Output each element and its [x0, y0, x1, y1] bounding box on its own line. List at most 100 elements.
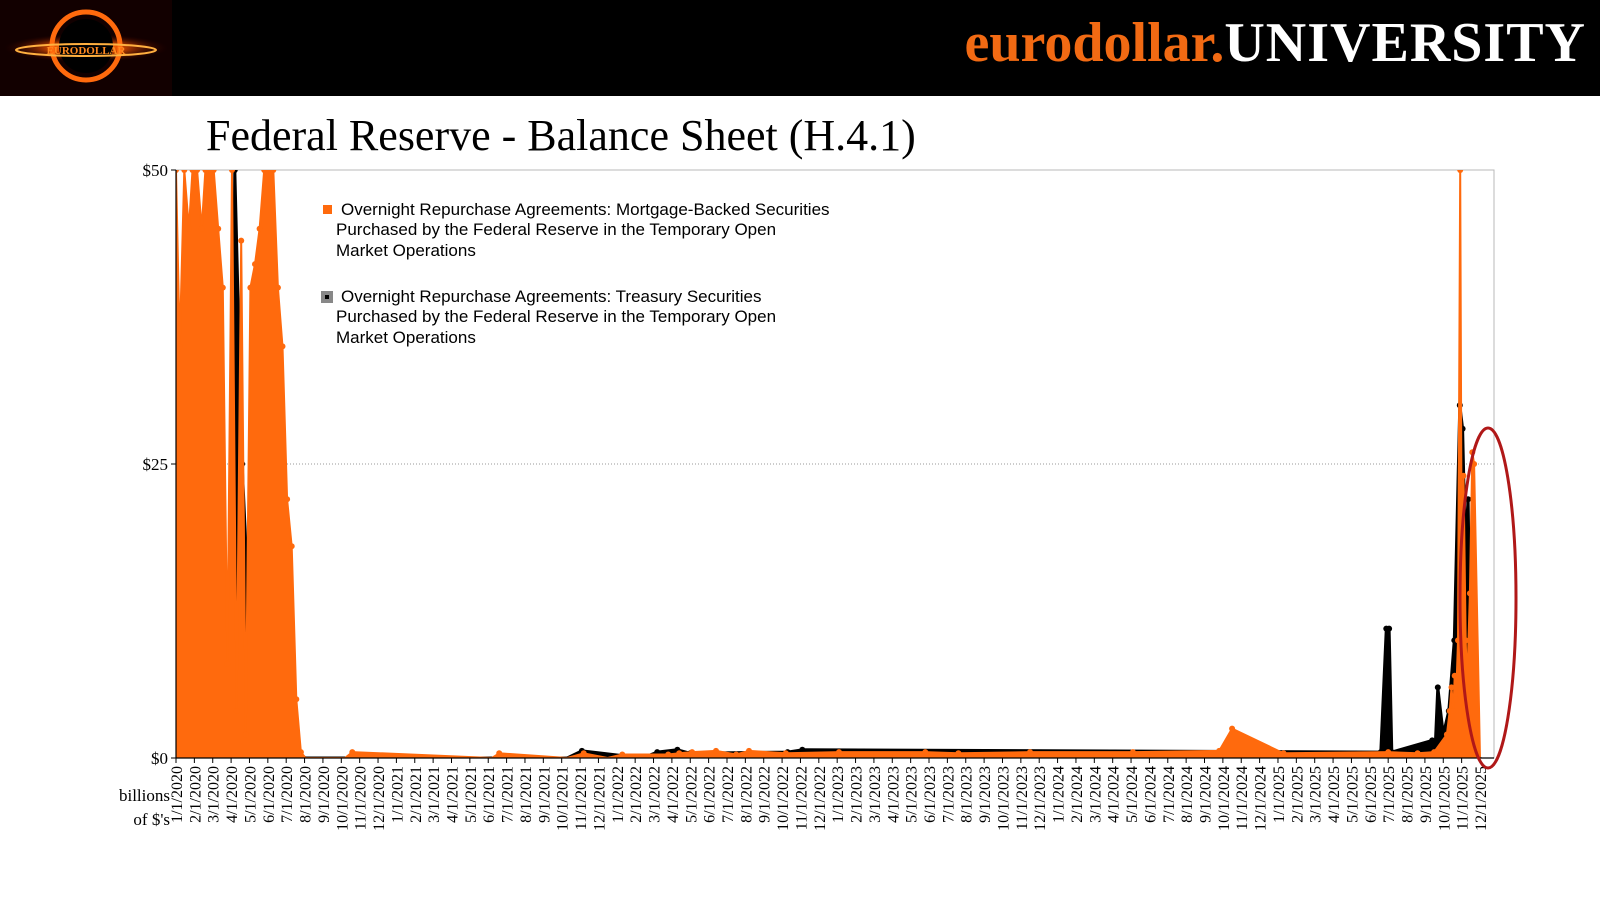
- x-tick-label: 4/1/2020: [224, 766, 241, 823]
- treasury-point: [1386, 625, 1393, 632]
- x-tick-label: 6/1/2023: [922, 766, 939, 823]
- x-tick-label: 8/1/2025: [1400, 766, 1417, 823]
- x-tick-label: 1/1/2023: [830, 766, 847, 823]
- x-tick-label: 7/1/2020: [279, 766, 296, 823]
- mbs-point: [1448, 684, 1455, 691]
- mbs-point: [955, 750, 962, 757]
- mbs-point: [181, 170, 188, 173]
- x-tick-label: 2/1/2025: [1289, 766, 1306, 823]
- mbs-point: [256, 225, 263, 232]
- mbs-point: [1460, 472, 1467, 479]
- x-tick-label: 1/1/2025: [1271, 766, 1288, 823]
- x-tick-label: 9/1/2023: [977, 766, 994, 823]
- slide-title: Federal Reserve - Balance Sheet (H.4.1): [206, 111, 916, 160]
- x-tick-label: 12/1/2022: [812, 766, 829, 831]
- x-tick-label: 7/1/2024: [1161, 766, 1178, 823]
- mbs-point: [176, 170, 179, 173]
- mbs-point: [1443, 731, 1450, 738]
- mbs-point: [619, 751, 626, 758]
- mbs-point: [1466, 590, 1473, 597]
- x-tick-label: 3/1/2020: [206, 766, 223, 823]
- x-tick-label: 10/1/2022: [775, 766, 792, 831]
- brand-eurodollar: eurodollar.: [964, 12, 1225, 74]
- legend-mbs-line3: Market Operations: [336, 241, 476, 260]
- x-tick-label: 4/1/2023: [885, 766, 902, 823]
- x-tick-label: 4/1/2022: [665, 766, 682, 823]
- mbs-point: [713, 747, 719, 754]
- x-tick-label: 12/1/2023: [1032, 766, 1049, 831]
- x-tick-label: 11/1/2025: [1455, 766, 1472, 830]
- mbs-point: [665, 751, 672, 758]
- x-tick-label: 4/1/2021: [444, 766, 461, 823]
- x-tick-label: 8/1/2021: [518, 766, 535, 823]
- x-tick-label: 10/1/2023: [995, 766, 1012, 831]
- treasury-point: [799, 746, 806, 753]
- mbs-point: [676, 750, 683, 757]
- x-tick-label: 8/1/2020: [298, 766, 315, 823]
- legend: Overnight Repurchase Agreements: Mortgag…: [321, 200, 830, 347]
- mbs-point: [733, 751, 740, 758]
- mbs-point: [185, 225, 192, 232]
- mbs-point: [836, 749, 842, 756]
- black-hole-logo-icon: EURODOLLAR: [0, 0, 172, 96]
- mbs-point: [1457, 170, 1464, 173]
- mbs-point: [198, 225, 205, 232]
- legend-treasury-line2: Purchased by the Federal Reserve in the …: [336, 307, 776, 326]
- x-tick-label: 7/1/2022: [720, 766, 737, 823]
- x-tick-label: 2/1/2023: [849, 766, 866, 823]
- x-tick-label: 6/1/2022: [702, 766, 719, 823]
- x-tick-label: 3/1/2022: [647, 766, 664, 823]
- x-tick-label: 7/1/2023: [940, 766, 957, 823]
- x-tick-label: 1/1/2024: [1051, 766, 1068, 823]
- x-tick-label: 11/1/2023: [1014, 766, 1031, 830]
- mbs-point: [288, 543, 295, 550]
- x-tick-label: 1/1/2022: [610, 766, 627, 823]
- x-tick-label: 2/1/2021: [408, 766, 425, 823]
- logo-text: EURODOLLAR: [47, 45, 127, 57]
- x-tick-label: 10/1/2024: [1216, 766, 1233, 831]
- series-mbs: [176, 170, 1481, 758]
- x-tick-label: 6/1/2025: [1363, 766, 1380, 823]
- x-tick-label: 4/1/2025: [1326, 766, 1343, 823]
- mbs-point: [219, 284, 226, 291]
- mbs-point: [242, 731, 249, 738]
- mbs-point: [496, 750, 503, 757]
- units-label-line2: of $'s: [133, 810, 170, 829]
- mbs-point: [238, 237, 245, 244]
- mbs-point: [1453, 696, 1460, 703]
- legend-treasury-line3: Market Operations: [336, 328, 476, 347]
- x-tick-label: 12/1/2020: [371, 766, 388, 831]
- x-tick-label: 6/1/2021: [481, 766, 498, 823]
- mbs-point: [279, 343, 286, 350]
- highlight-ellipse: [1458, 426, 1518, 770]
- mbs-point: [297, 749, 304, 756]
- x-tick-label: 8/1/2022: [738, 766, 755, 823]
- series-mbs-area: [176, 170, 1481, 758]
- mbs-point: [689, 749, 696, 756]
- legend-treasury-line1: Overnight Repurchase Agreements: Treasur…: [341, 287, 761, 306]
- x-tick-label: 5/1/2021: [463, 766, 480, 823]
- x-tick-label: 10/1/2025: [1436, 766, 1453, 831]
- y-tick-label: $0: [151, 749, 168, 768]
- x-tick-label: 2/1/2020: [187, 766, 204, 823]
- x-tick-label: 6/1/2024: [1142, 766, 1159, 823]
- mbs-point: [270, 170, 277, 173]
- x-tick-label: 10/1/2021: [555, 766, 572, 831]
- treasury-point: [1429, 737, 1436, 744]
- mbs-point: [1431, 749, 1438, 756]
- x-tick-label: 7/1/2025: [1381, 766, 1398, 823]
- x-tick-label: 1/1/2021: [389, 766, 406, 823]
- legend-mbs-line2: Purchased by the Federal Reserve in the …: [336, 220, 776, 239]
- x-tick-label: 5/1/2022: [683, 766, 700, 823]
- x-tick-label: 9/1/2022: [757, 766, 774, 823]
- mbs-point: [1450, 708, 1457, 714]
- brand-university: UNIVERSITY: [1224, 12, 1586, 74]
- x-tick-label: 12/1/2024: [1253, 766, 1270, 831]
- x-tick-label: 8/1/2023: [959, 766, 976, 823]
- mbs-point: [215, 225, 222, 232]
- mbs-point: [252, 261, 258, 268]
- legend-mbs-line1: Overnight Repurchase Agreements: Mortgag…: [341, 200, 830, 219]
- mbs-point: [293, 696, 300, 703]
- x-tick-label: 11/1/2024: [1234, 766, 1251, 830]
